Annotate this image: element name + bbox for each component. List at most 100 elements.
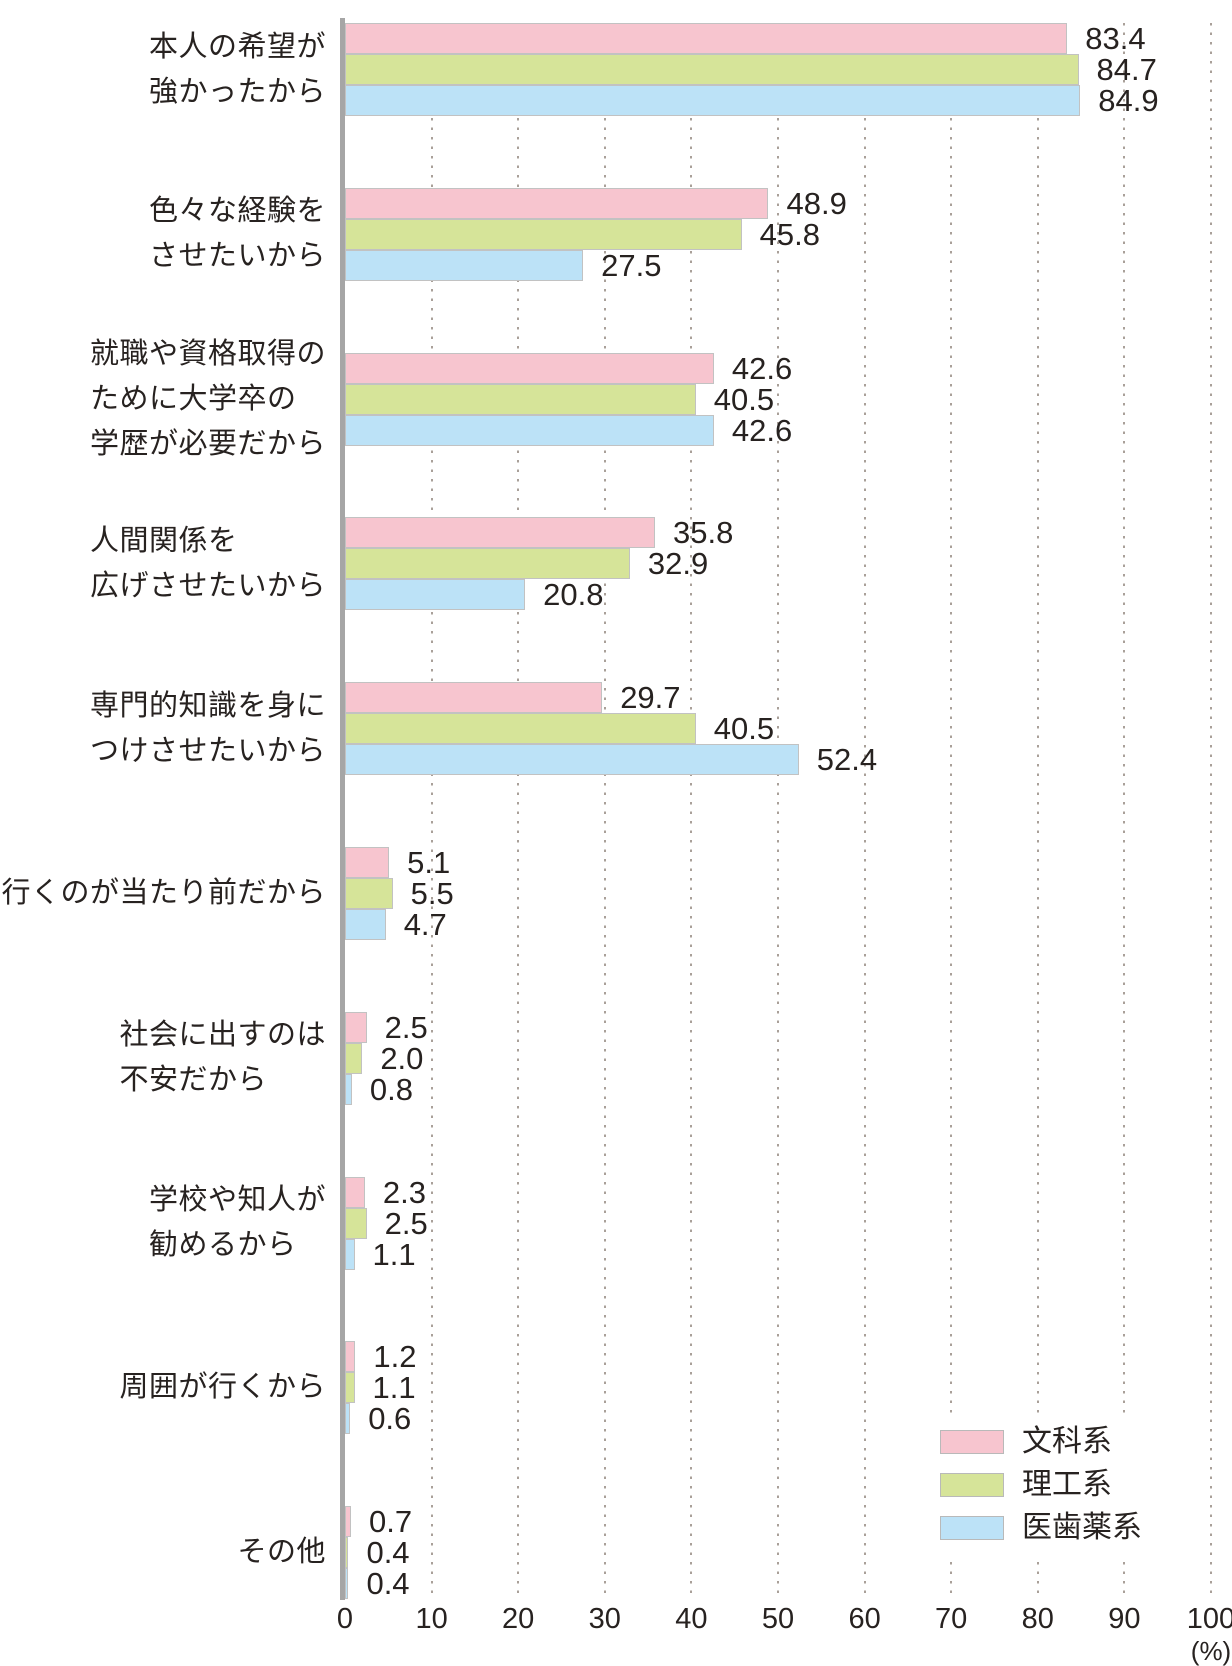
bar-文科系 bbox=[345, 847, 390, 878]
y-axis-line bbox=[340, 18, 345, 1600]
bar-医歯薬系 bbox=[345, 414, 714, 446]
bar-文科系 bbox=[345, 1341, 356, 1373]
bar-文科系 bbox=[345, 187, 769, 219]
x-tick-label: 10 bbox=[415, 1603, 448, 1635]
value-label: 1.2 bbox=[373, 1339, 417, 1375]
value-label: 40.5 bbox=[713, 711, 775, 747]
category-label-text: 周囲が行くから bbox=[119, 1371, 326, 1404]
value-label: 4.7 bbox=[403, 907, 447, 942]
category-label: 就職や資格取得の ために大学卒の 学歴が必要だから bbox=[0, 332, 334, 467]
gridline bbox=[950, 23, 953, 1600]
gridline bbox=[1036, 23, 1039, 1600]
gridline bbox=[1123, 23, 1126, 1600]
bar-医歯薬系 bbox=[345, 909, 386, 940]
category-label: 専門的知識を身に つけさせたいから bbox=[0, 684, 334, 774]
value-label: 42.6 bbox=[731, 412, 793, 448]
legend-swatch bbox=[940, 1430, 1004, 1454]
x-tick-label: 80 bbox=[1021, 1603, 1054, 1635]
bar-理工系 bbox=[345, 1372, 355, 1404]
gridline bbox=[863, 23, 866, 1600]
bar-文科系 bbox=[345, 517, 656, 549]
category-label-text: 専門的知識を身に つけさせたいから bbox=[89, 689, 326, 767]
category-label-text: 社会に出すのは 不安だから bbox=[119, 1019, 326, 1097]
value-label: 52.4 bbox=[816, 742, 878, 778]
bar-医歯薬系 bbox=[345, 744, 799, 776]
value-label: 0.7 bbox=[369, 1504, 413, 1540]
value-label: 32.9 bbox=[647, 546, 709, 582]
legend-label: 医歯薬系 bbox=[1022, 1511, 1142, 1544]
bar-医歯薬系 bbox=[345, 85, 1081, 116]
category-label-text: 学校や知人が 勧めるから bbox=[148, 1184, 326, 1262]
value-label: 42.6 bbox=[731, 350, 793, 386]
legend-swatch bbox=[940, 1516, 1004, 1540]
bar-理工系 bbox=[345, 713, 696, 745]
value-label: 83.4 bbox=[1085, 21, 1146, 56]
legend-label: 理工系 bbox=[1022, 1468, 1112, 1501]
gridline bbox=[517, 23, 520, 1600]
category-label-text: 行くのが当たり前だから bbox=[1, 877, 326, 909]
gridline bbox=[603, 23, 606, 1600]
value-label: 45.8 bbox=[759, 216, 820, 252]
category-label-text: 本人の希望が 強かったから bbox=[148, 30, 326, 108]
bar-理工系 bbox=[345, 1042, 363, 1074]
gridline bbox=[430, 23, 433, 1600]
category-label: 本人の希望が 強かったから bbox=[0, 25, 334, 115]
category-label: 学校や知人が 勧めるから bbox=[0, 1178, 334, 1268]
value-label: 2.5 bbox=[384, 1009, 428, 1045]
x-tick-label: 30 bbox=[588, 1603, 621, 1635]
x-axis-unit-label: (%) bbox=[1190, 1636, 1232, 1666]
bar-医歯薬系 bbox=[345, 1073, 352, 1105]
category-label-text: 人間関係を 広げさせたいから bbox=[89, 524, 326, 602]
value-label: 40.5 bbox=[713, 381, 775, 417]
bar-医歯薬系 bbox=[345, 1568, 349, 1600]
value-label: 29.7 bbox=[620, 680, 681, 716]
category-label: 社会に出すのは 不安だから bbox=[0, 1013, 334, 1103]
bar-医歯薬系 bbox=[345, 1403, 351, 1435]
category-label: 周囲が行くから bbox=[0, 1365, 334, 1410]
bar-医歯薬系 bbox=[345, 579, 526, 611]
value-label: 0.4 bbox=[366, 1566, 410, 1602]
value-label: 48.9 bbox=[786, 185, 847, 221]
legend-label: 文科系 bbox=[1022, 1425, 1112, 1458]
x-tick-label: 70 bbox=[935, 1603, 968, 1635]
value-label: 2.5 bbox=[384, 1205, 428, 1241]
value-label: 2.3 bbox=[382, 1174, 427, 1210]
value-label: 0.8 bbox=[369, 1071, 414, 1107]
value-label: 5.1 bbox=[407, 845, 451, 880]
gridline bbox=[690, 23, 693, 1600]
bar-理工系 bbox=[345, 548, 630, 580]
value-label: 35.8 bbox=[673, 515, 734, 551]
category-label-text: 就職や資格取得の ために大学卒の 学歴が必要だから bbox=[89, 337, 326, 460]
bar-理工系 bbox=[345, 1207, 367, 1239]
gridline bbox=[1210, 23, 1212, 1600]
bar-文科系 bbox=[345, 682, 603, 714]
value-label: 0.4 bbox=[366, 1535, 410, 1571]
bar-理工系 bbox=[345, 878, 393, 909]
bar-文科系 bbox=[345, 1506, 352, 1538]
x-tick-label: 100 bbox=[1186, 1603, 1232, 1635]
bar-理工系 bbox=[345, 383, 696, 415]
category-label: 人間関係を 広げさせたいから bbox=[0, 519, 334, 609]
value-label: 1.1 bbox=[372, 1370, 416, 1406]
category-label-text: 色々な経験を させたいから bbox=[148, 195, 326, 273]
bar-文科系 bbox=[345, 352, 714, 384]
legend: 文科系理工系医歯薬系 bbox=[926, 1414, 1198, 1556]
bar-理工系 bbox=[345, 218, 742, 250]
bar-文科系 bbox=[345, 1011, 367, 1043]
category-label: その他 bbox=[0, 1530, 334, 1575]
x-tick-label: 50 bbox=[761, 1603, 795, 1635]
bar-理工系 bbox=[345, 54, 1079, 85]
value-label: 2.0 bbox=[380, 1040, 424, 1076]
gridline bbox=[777, 23, 779, 1600]
category-label-text: その他 bbox=[237, 1536, 326, 1569]
category-label: 行くのが当たり前だから bbox=[0, 871, 334, 916]
value-label: 27.5 bbox=[601, 247, 662, 283]
category-label: 色々な経験を させたいから bbox=[0, 189, 334, 279]
value-label: 5.5 bbox=[410, 876, 454, 911]
bar-文科系 bbox=[345, 1176, 365, 1208]
x-tick-label: 0 bbox=[336, 1603, 354, 1635]
bar-文科系 bbox=[345, 23, 1068, 54]
value-label: 1.1 bbox=[372, 1236, 416, 1272]
bar-医歯薬系 bbox=[345, 249, 584, 281]
